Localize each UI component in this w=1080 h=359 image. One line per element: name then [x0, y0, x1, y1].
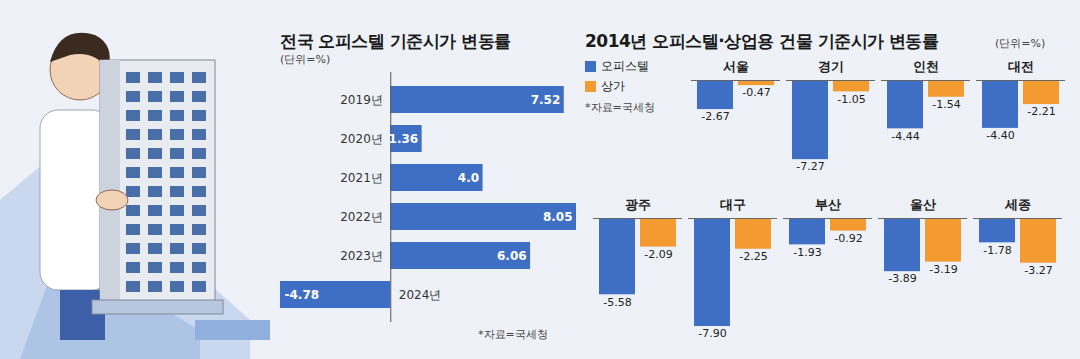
html-text:*자료=국세청: *자료=국세청	[478, 328, 548, 341]
svg-text:2021년: 2021년	[340, 171, 383, 185]
svg-text:-3.89: -3.89	[888, 272, 916, 285]
svg-text:-1.54: -1.54	[932, 98, 960, 111]
svg-text:7.52: 7.52	[531, 93, 561, 107]
svg-text:-1.78: -1.78	[983, 244, 1011, 257]
svg-text:2020년: 2020년	[340, 132, 383, 146]
html-text:전국 오피스텔 기준시가 변동률: 전국 오피스텔 기준시가 변동률	[280, 31, 511, 51]
svg-text:-2.25: -2.25	[739, 250, 767, 263]
html-text:*자료=국세청: *자료=국세청	[585, 101, 655, 114]
svg-text:-0.92: -0.92	[834, 232, 862, 245]
html-text:세종: 세종	[1004, 197, 1031, 212]
html-text:(단위=%): (단위=%)	[280, 53, 331, 66]
svg-text:-2.67: -2.67	[701, 110, 729, 123]
svg-text:-3.19: -3.19	[929, 263, 957, 276]
svg-text:-2.09: -2.09	[644, 248, 672, 261]
svg-text:-7.27: -7.27	[796, 160, 824, 173]
svg-text:2019년: 2019년	[340, 93, 383, 107]
html-text:대전: 대전	[1007, 59, 1034, 74]
html-text:광주: 광주	[624, 197, 651, 212]
html-text:인천: 인천	[912, 59, 939, 74]
svg-text:-7.90: -7.90	[698, 327, 726, 340]
html-text:서울: 서울	[722, 59, 749, 74]
html-text:2014년 오피스텔·상업용 건물 기준시가 변동률: 2014년 오피스텔·상업용 건물 기준시가 변동률	[585, 31, 939, 51]
svg-text:-0.47: -0.47	[742, 86, 770, 99]
html-text:경기: 경기	[817, 59, 844, 74]
svg-text:-4.44: -4.44	[891, 130, 919, 143]
html-text:부산: 부산	[814, 197, 841, 212]
html-text:상가: 상가	[601, 79, 625, 93]
svg-text:-5.58: -5.58	[603, 296, 631, 309]
svg-text:6.06: 6.06	[497, 249, 527, 263]
html-text:대구: 대구	[719, 197, 746, 212]
svg-text:-3.27: -3.27	[1024, 264, 1052, 277]
svg-text:2022년: 2022년	[340, 210, 383, 224]
svg-text:2023년: 2023년	[340, 249, 383, 263]
svg-text:4.0: 4.0	[458, 171, 479, 185]
svg-text:-4.78: -4.78	[285, 288, 320, 302]
svg-text:-4.40: -4.40	[986, 129, 1014, 142]
svg-text:-2.21: -2.21	[1027, 105, 1055, 118]
svg-text:8.05: 8.05	[543, 210, 573, 224]
html-text:울산: 울산	[909, 197, 936, 212]
svg-text:-1.05: -1.05	[837, 93, 865, 106]
svg-text:1.36: 1.36	[389, 132, 419, 146]
html-text:오피스텔: 오피스텔	[601, 59, 649, 73]
svg-text:-1.93: -1.93	[793, 246, 821, 259]
svg-text:2024년: 2024년	[399, 288, 442, 302]
html-text:(단위=%): (단위=%)	[995, 37, 1046, 50]
